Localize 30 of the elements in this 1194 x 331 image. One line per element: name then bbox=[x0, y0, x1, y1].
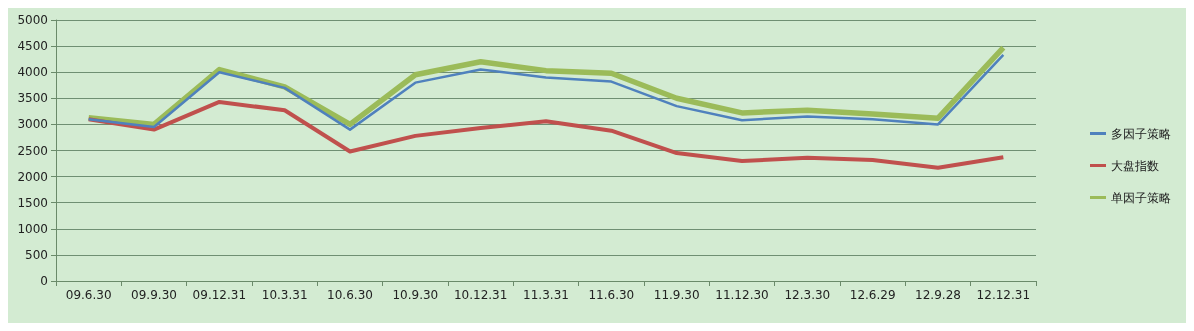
y-tick-label: 4000 bbox=[17, 65, 48, 80]
x-tick-label: 10.12.31 bbox=[453, 288, 508, 302]
legend-label: 单因子策略 bbox=[1111, 190, 1171, 205]
x-tick-label: 09.6.30 bbox=[65, 288, 112, 302]
y-tick-label: 4500 bbox=[17, 39, 48, 54]
y-tick-label: 5000 bbox=[17, 13, 48, 27]
x-tick-label: 11.9.30 bbox=[653, 288, 700, 302]
x-tick-label: 12.3.30 bbox=[784, 288, 831, 302]
x-tick-label: 10.6.30 bbox=[327, 288, 373, 302]
y-tick-label: 0 bbox=[40, 274, 48, 288]
y-tick-label: 2000 bbox=[17, 169, 48, 184]
legend-label: 多因子策略 bbox=[1111, 126, 1171, 141]
x-tick-label: 10.3.31 bbox=[261, 288, 308, 302]
legend-label: 大盘指数 bbox=[1111, 158, 1159, 173]
x-tick-label: 11.6.30 bbox=[588, 288, 635, 302]
x-tick-label: 12.12.31 bbox=[976, 288, 1031, 302]
y-tick-label: 1500 bbox=[17, 195, 48, 210]
x-tick-label: 12.6.29 bbox=[849, 288, 896, 302]
x-tick-label: 12.9.28 bbox=[915, 288, 961, 302]
y-tick-label: 500 bbox=[25, 247, 48, 262]
y-tick-label: 3000 bbox=[17, 117, 48, 132]
y-tick-label: 1000 bbox=[17, 221, 48, 236]
line-series bbox=[86, 99, 1006, 170]
x-tick-label: 10.9.30 bbox=[392, 288, 439, 302]
x-tick-label: 09.12.31 bbox=[192, 288, 247, 302]
y-tick-label: 2500 bbox=[17, 143, 48, 158]
x-tick-label: 11.12.30 bbox=[715, 288, 769, 302]
x-tick-label: 11.3.31 bbox=[523, 288, 569, 302]
y-tick-label: 3500 bbox=[17, 91, 48, 106]
x-tick-label: 09.9.30 bbox=[131, 288, 177, 302]
